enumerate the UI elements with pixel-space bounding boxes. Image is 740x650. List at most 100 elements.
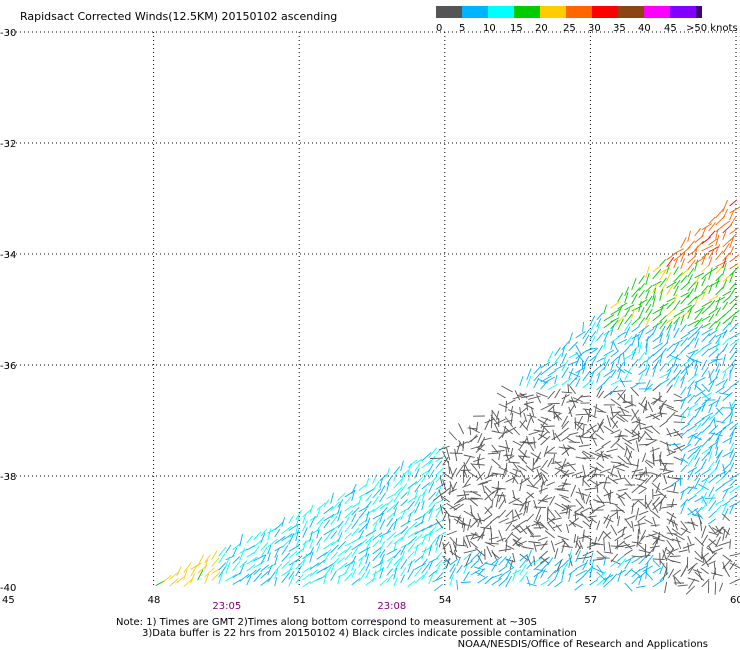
wind-barb [666, 539, 675, 551]
wind-barb [528, 395, 541, 400]
wind-barb [400, 544, 407, 556]
legend-label: 5 [459, 23, 465, 34]
wind-barb [638, 307, 645, 320]
wind-barb [606, 501, 618, 506]
wind-barb [428, 570, 437, 578]
wind-barb [680, 324, 687, 333]
wind-barb [680, 337, 689, 347]
wind-barb [526, 549, 532, 563]
wind-barb [673, 482, 677, 493]
wind-barb [428, 491, 437, 501]
wind-barb [337, 549, 347, 557]
wind-barb [559, 511, 569, 514]
wind-barb [267, 571, 276, 583]
wind-barb [687, 445, 700, 453]
wind-barb [715, 234, 720, 247]
wind-barb [435, 504, 444, 511]
wind-barb [607, 476, 618, 485]
wind-barb [722, 370, 727, 381]
wind-barb [554, 580, 563, 588]
wind-barb [487, 452, 499, 455]
wind-barb [533, 557, 543, 564]
wind-barb [603, 551, 613, 554]
wind-barb [666, 358, 674, 366]
wind-barb [603, 369, 615, 378]
legend-label: 35 [613, 23, 626, 34]
wind-barb [617, 434, 628, 437]
wind-barb [518, 455, 528, 465]
wind-barb [708, 230, 716, 239]
wind-barb [561, 391, 573, 394]
wind-barb [465, 533, 478, 537]
wind-barb [701, 226, 707, 238]
wind-barb [323, 519, 331, 529]
wind-barb [603, 330, 610, 343]
wind-barb [474, 547, 485, 557]
gridlines [8, 31, 737, 587]
wind-barb [671, 538, 681, 543]
wind-barb [701, 437, 711, 448]
wind-barb [624, 568, 633, 577]
wind-barb [372, 488, 382, 499]
wind-barb [260, 577, 271, 586]
wind-barb [603, 320, 615, 329]
wind-barb [246, 556, 258, 565]
wind-barb [571, 521, 583, 529]
wind-barb [435, 531, 446, 539]
wind-barb [476, 471, 486, 482]
wind-barb [537, 536, 548, 541]
wind-barb [603, 375, 611, 385]
wind-barb [575, 377, 581, 388]
wind-barb [428, 463, 434, 473]
wind-barb [638, 565, 649, 572]
x-tick-label: 57 [584, 595, 597, 606]
wind-barb [631, 469, 637, 480]
wind-barb [687, 304, 695, 313]
wind-barb [435, 564, 441, 574]
wind-barb [673, 519, 678, 531]
wind-barb [281, 552, 291, 563]
wind-barb [645, 466, 648, 477]
wind-barb [582, 450, 593, 457]
wind-barb [673, 575, 677, 586]
wind-barb [493, 422, 500, 433]
wind-barb [707, 539, 716, 548]
legend-swatch [540, 6, 566, 18]
wind-barb [701, 446, 712, 455]
wind-barb [239, 563, 245, 575]
wind-barb [652, 493, 663, 497]
wind-barb [604, 488, 612, 498]
wind-barb [715, 504, 723, 513]
wind-barb [575, 456, 587, 460]
wind-barb [652, 446, 655, 460]
wind-barb [662, 567, 668, 581]
legend-label: 0 [436, 23, 442, 34]
wind-barb [365, 547, 369, 558]
wind-barb [680, 414, 684, 424]
wind-barb [218, 572, 224, 585]
wind-barb [649, 545, 660, 549]
wind-barb [617, 304, 623, 317]
legend-label: 10 [483, 23, 496, 34]
wind-barb [603, 391, 613, 399]
wind-barb [533, 436, 536, 449]
wind-barb [386, 481, 390, 492]
wind-barb [670, 560, 681, 564]
wind-barb [596, 373, 601, 384]
wind-barb [638, 283, 645, 292]
wind-barb [687, 351, 696, 362]
wind-barb [528, 541, 541, 544]
wind-barb [589, 347, 599, 355]
wind-barb [505, 522, 513, 532]
wind-barb [386, 555, 396, 562]
wind-barb [631, 541, 642, 545]
wind-barb [617, 315, 625, 324]
wind-barb [624, 544, 636, 549]
wind-barb [580, 395, 590, 398]
wind-barb [645, 501, 652, 512]
wind-barb [729, 448, 735, 459]
wind-barb [232, 561, 241, 571]
wind-barb [458, 423, 465, 435]
wind-barb [584, 487, 597, 491]
wind-barb [694, 307, 705, 314]
